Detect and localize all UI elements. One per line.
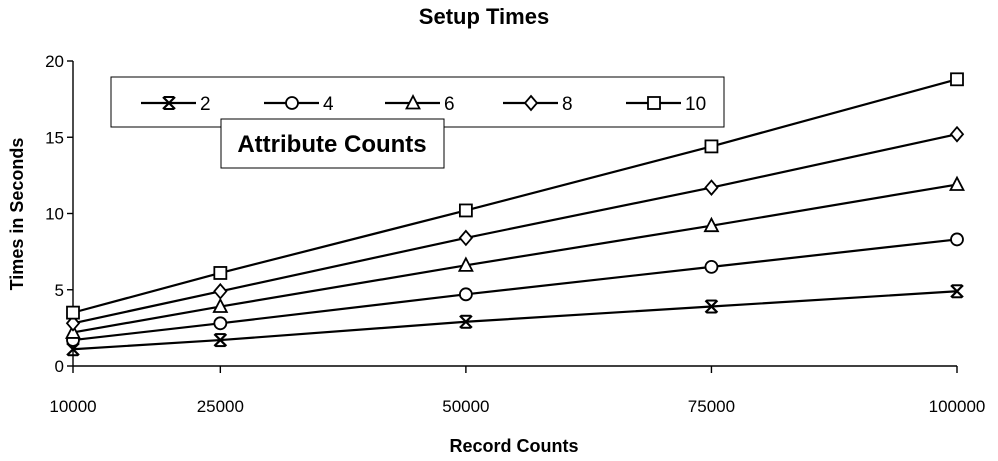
legend-marker: [405, 94, 421, 110]
data-point: [66, 305, 80, 320]
legend-label: 4: [323, 94, 334, 115]
legend-item-4: 4: [264, 94, 334, 115]
x-tick-label: 50000: [442, 397, 489, 416]
data-point: [704, 139, 719, 154]
y-tick-label: 20: [45, 52, 64, 71]
y-tick-label: 0: [55, 357, 64, 376]
series-2: [66, 284, 964, 357]
data-point: [458, 203, 473, 218]
series-group: [65, 72, 965, 357]
legend-item-6: 6: [385, 94, 455, 115]
series-line: [72, 183, 958, 334]
data-point: [213, 266, 228, 280]
chart-title: Setup Times: [419, 4, 549, 29]
y-tick-label: 15: [45, 128, 64, 147]
x-tick-label: 25000: [197, 397, 244, 416]
data-point: [212, 297, 229, 313]
data-point: [213, 316, 228, 331]
legend-item-10: 10: [626, 94, 706, 115]
data-point: [950, 72, 964, 87]
data-point: [459, 314, 473, 329]
y-tick-label: 5: [55, 281, 64, 300]
legend-label: 6: [444, 94, 455, 115]
series-6: [65, 175, 965, 339]
legend-label: 2: [200, 94, 211, 115]
y-axis-label: Times in Seconds: [7, 138, 27, 291]
x-axis-label: Record Counts: [449, 436, 578, 456]
data-point: [949, 125, 965, 143]
series-8: [65, 125, 965, 332]
data-point: [458, 287, 473, 302]
data-point: [458, 229, 474, 247]
data-point: [704, 179, 719, 196]
data-point: [704, 259, 719, 274]
annotation: Attribute Counts: [220, 118, 445, 169]
data-point: [213, 282, 228, 300]
legend-item-8: 8: [503, 94, 573, 115]
legend-marker: [523, 94, 539, 112]
series-10: [66, 72, 964, 320]
legend-marker: [162, 96, 176, 110]
data-point: [950, 284, 964, 299]
data-point: [213, 333, 228, 348]
legend-item-2: 2: [141, 94, 211, 115]
series-4: [66, 232, 964, 347]
x-tick-label: 10000: [49, 397, 96, 416]
x-ticks: 10000 25000 50000 75000 100000: [49, 366, 985, 416]
legend-marker: [285, 96, 299, 110]
series-line: [72, 133, 958, 325]
annotation-box: [220, 118, 445, 169]
data-point: [65, 323, 81, 339]
legend-label: 10: [685, 94, 706, 115]
data-point: [949, 175, 965, 191]
x-tick-label: 100000: [929, 397, 986, 416]
data-point: [457, 256, 474, 272]
series-line: [72, 290, 958, 351]
data-point: [703, 216, 720, 233]
data-point: [950, 232, 964, 247]
x-tick-label: 75000: [688, 397, 735, 416]
annotation-text: Attribute Counts: [237, 131, 426, 158]
legend-label: 8: [562, 94, 573, 115]
series-line: [72, 238, 958, 342]
y-ticks: 0 5 10 15 20: [45, 52, 73, 376]
data-point: [704, 299, 719, 314]
legend-marker: [647, 96, 661, 110]
data-point: [65, 314, 81, 332]
y-tick-label: 10: [45, 205, 64, 224]
